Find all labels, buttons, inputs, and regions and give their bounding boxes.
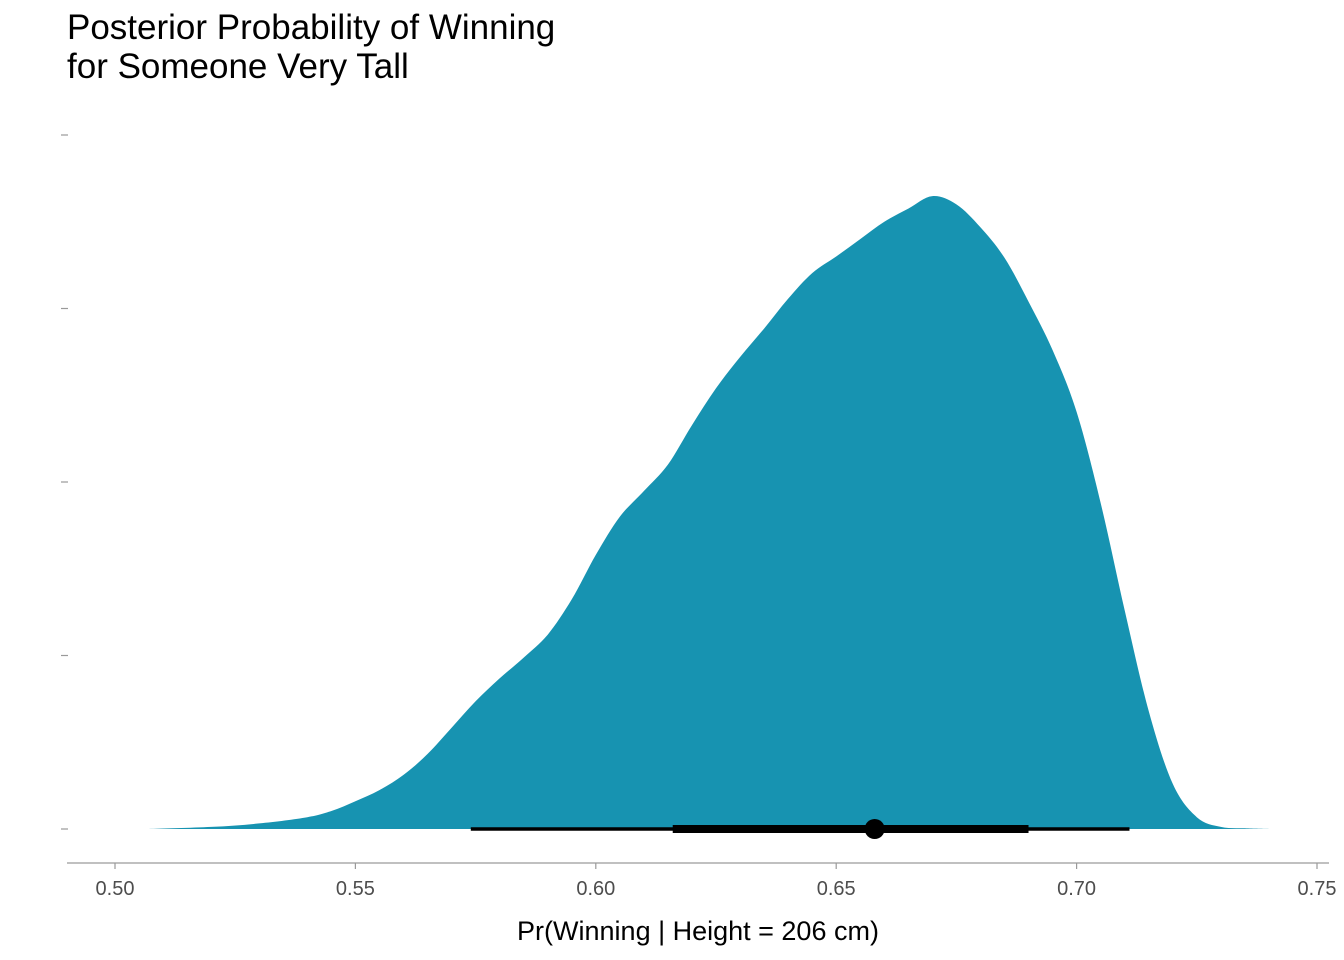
x-tick-label: 0.70 — [1057, 878, 1096, 900]
x-tick-label: 0.55 — [336, 878, 375, 900]
x-axis-ticks: 0.50 0.55 0.60 0.65 0.70 0.75 — [96, 863, 1337, 900]
density-area — [148, 196, 1269, 829]
x-tick-label: 0.50 — [96, 878, 135, 900]
point-estimate-dot — [864, 819, 885, 839]
chart-title: Posterior Probability of Winning for Som… — [67, 8, 555, 86]
chart-title-line-1: Posterior Probability of Winning — [67, 8, 556, 47]
chart-title-line-2: for Someone Very Tall — [67, 47, 409, 86]
x-tick-label: 0.65 — [817, 878, 856, 900]
x-tick-label: 0.60 — [576, 878, 615, 900]
y-axis-ticks — [61, 134, 68, 830]
x-tick-label: 0.75 — [1298, 878, 1337, 900]
x-axis-label: Pr(Winning | Height = 206 cm) — [517, 916, 879, 946]
